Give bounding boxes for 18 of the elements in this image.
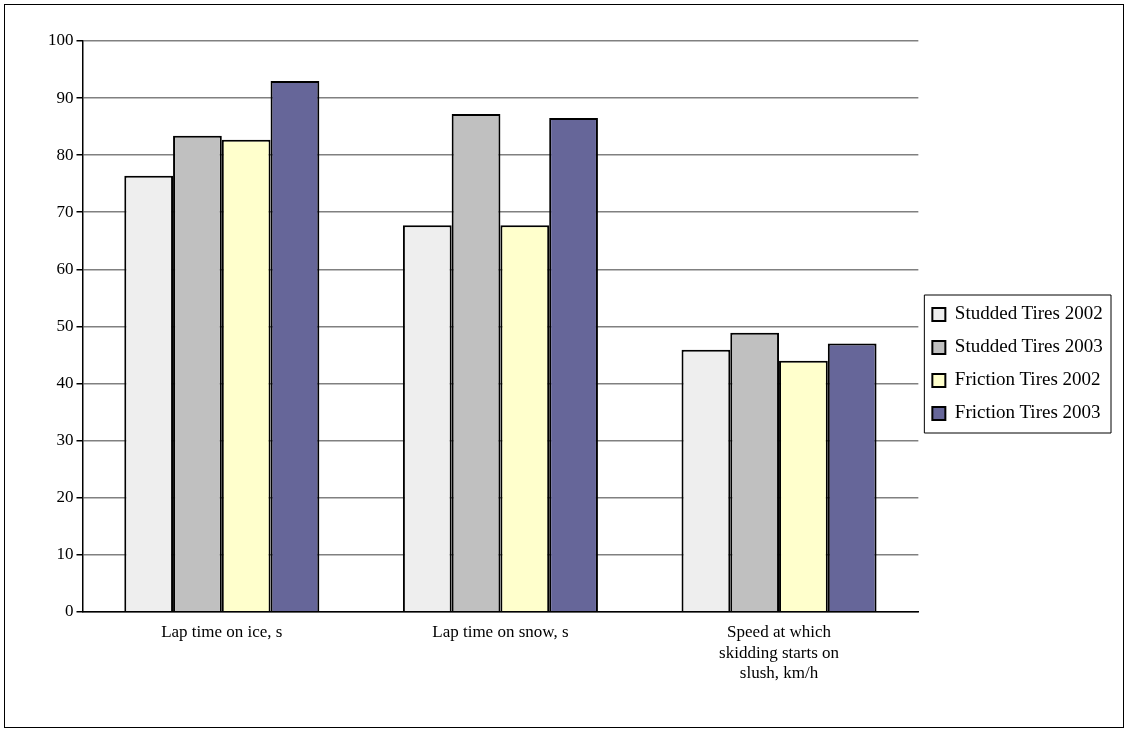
y-tick-label: 60 xyxy=(56,258,74,278)
x-tick-label: Speed at which skidding starts on slush, km/h xyxy=(719,622,840,683)
y-tick-label: 40 xyxy=(56,372,74,392)
y-tick-label: 100 xyxy=(48,30,74,50)
y-tick-label: 30 xyxy=(56,430,74,450)
legend-label: Studded Tires 2002 xyxy=(954,302,1103,324)
y-tick-label: 20 xyxy=(56,487,74,507)
y-tick-label: 10 xyxy=(56,544,74,564)
legend-label: Studded Tires 2003 xyxy=(954,335,1103,357)
x-tick-label: Lap time on snow, s xyxy=(432,622,569,642)
y-tick-label: 80 xyxy=(56,144,74,164)
y-tick-label: 70 xyxy=(56,201,74,221)
y-tick-label: 90 xyxy=(56,87,74,107)
y-tick-label: 50 xyxy=(56,315,74,335)
legend-label: Friction Tires 2003 xyxy=(954,401,1101,423)
x-tick-label: Lap time on ice, s xyxy=(161,622,283,642)
legend-label: Friction Tires 2002 xyxy=(954,368,1101,390)
y-tick-label: 0 xyxy=(65,601,74,621)
